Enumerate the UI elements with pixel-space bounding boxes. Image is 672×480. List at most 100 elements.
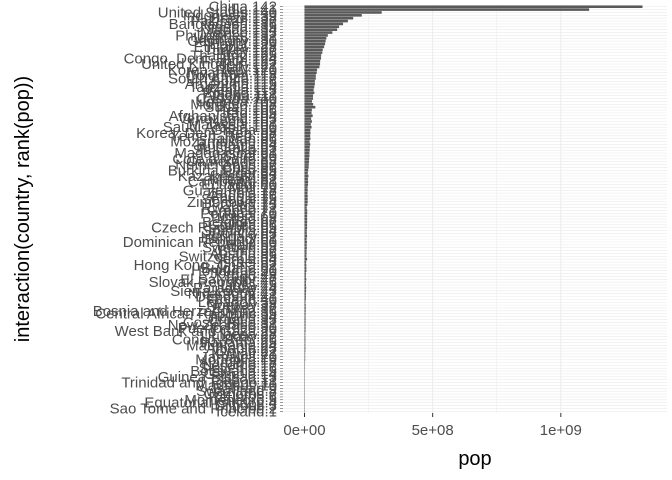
bar (304, 68, 318, 72)
y-tick-label: Togo.48 (224, 268, 277, 285)
bar (304, 295, 306, 298)
bar (304, 19, 348, 23)
y-tick-label: Yemen, Rep..97 (170, 128, 277, 145)
bar (304, 243, 307, 247)
bar (304, 54, 322, 57)
bar (304, 283, 307, 287)
bar (304, 263, 307, 267)
y-tick-label: Argentina.115 (185, 76, 277, 93)
y-tick-label: Cameroon.88 (186, 154, 277, 171)
y-tick-label: Vietnam.131 (193, 30, 277, 47)
y-tick-label: Cote d'Ivoire.89 (172, 151, 277, 168)
y-tick-label: Costa Rica.32 (183, 314, 277, 331)
y-tick-label: Switzerland.55 (179, 248, 277, 265)
bar (304, 197, 308, 201)
bar (304, 260, 307, 264)
bar (304, 91, 315, 95)
bar (304, 71, 317, 75)
y-tick-label: Senegal.75 (201, 191, 277, 208)
y-tick-label: Poland.112 (202, 85, 277, 102)
bar (304, 303, 306, 307)
y-tick-label: Mozambique.95 (170, 134, 277, 151)
bar (304, 257, 308, 261)
bar (304, 125, 312, 129)
y-tick-label: Somalia.64 (202, 223, 277, 240)
bar (304, 194, 308, 198)
y-tick-label: Sudan.107 (204, 99, 277, 116)
bar (304, 318, 306, 321)
bar (304, 183, 309, 186)
bar (304, 42, 326, 46)
bar (304, 275, 306, 278)
bar (304, 203, 308, 206)
bar (304, 140, 310, 143)
bar (304, 51, 323, 54)
y-tick-label: Nigeria.135 (200, 19, 277, 36)
y-tick-label: Zambia.77 (206, 185, 277, 202)
x-axis-title: pop (458, 448, 491, 470)
y-tick-label: Eritrea.37 (212, 300, 277, 317)
y-tick-label: Algeria.111 (203, 88, 277, 105)
bar (304, 11, 382, 14)
bar (304, 36, 327, 40)
y-tick-label: Chad.68 (220, 211, 277, 228)
bar (304, 232, 307, 235)
y-tick-label: Congo, Rep..26 (172, 332, 277, 349)
y-tick-label: Morocco.108 (190, 96, 277, 113)
y-tick-label: Gambia.14 (204, 366, 277, 383)
bar (304, 88, 314, 92)
y-tick-label: Sierra Leone.43 (170, 283, 277, 300)
x-tick-label: 0e+00 (283, 422, 325, 439)
y-tick-label: Kenya.113 (206, 82, 277, 99)
y-tick-label: Zimbabwe.74 (187, 194, 277, 211)
bar (304, 163, 309, 166)
y-tick-label: Gabon.12 (211, 372, 277, 389)
y-tick-label: China.142 (209, 0, 277, 16)
y-tick-label: Niger.84 (221, 165, 277, 182)
bar (304, 77, 316, 80)
bar (304, 280, 306, 284)
bar (304, 346, 306, 350)
y-tick-label: Bulgaria.51 (201, 260, 277, 277)
bar (304, 16, 354, 20)
y-tick-label: France.123 (201, 53, 277, 70)
y-tick-label: Egypt.129 (209, 36, 277, 53)
y-tick-label: Guinea-Bissau.13 (158, 369, 277, 386)
y-tick-label: Ghana.99 (211, 122, 277, 139)
bar (304, 14, 362, 17)
bar (304, 306, 306, 310)
y-tick-label: Netherlands.87 (175, 157, 277, 174)
bar (304, 252, 307, 255)
bar (304, 59, 321, 63)
y-tick-label: Bolivia.63 (212, 225, 277, 242)
bar (304, 123, 311, 126)
y-tick-label: Honduras.50 (191, 263, 277, 280)
y-tick-label: Thailand.125 (190, 47, 277, 64)
y-tick-label: Greece.71 (207, 202, 277, 219)
y-tick-label: Turkey.127 (204, 42, 277, 59)
bar (304, 100, 312, 103)
y-tick-label: Bosnia and Herzegovina.36 (93, 303, 277, 320)
bar (304, 237, 307, 241)
y-tick-label: Libya.45 (220, 277, 277, 294)
y-tick-label: Finland.40 (207, 291, 277, 308)
y-tick-label: Dominican Republic.60 (123, 234, 277, 251)
bar (304, 246, 307, 250)
y-axis-title: interaction(country, rank(pop)) (12, 76, 34, 342)
y-tick-label: Saudi Arabia.100 (163, 119, 277, 136)
bar (304, 364, 306, 367)
y-tick-label: Pakistan.137 (190, 13, 277, 30)
bar (304, 114, 313, 118)
y-tick-label: United States.140 (158, 4, 277, 21)
bar (304, 214, 308, 218)
bar (304, 137, 311, 140)
bar (304, 154, 310, 158)
y-tick-label: Burundi.61 (204, 231, 277, 248)
y-tick-label: Uruguay.27 (201, 329, 277, 346)
bar (304, 240, 307, 244)
y-tick-label: Taiwan.96 (209, 131, 277, 148)
y-tick-label: Djibouti.3 (214, 398, 277, 415)
y-tick-label: Spain.116 (211, 73, 277, 90)
y-tick-label: Slovenia.16 (199, 360, 277, 377)
